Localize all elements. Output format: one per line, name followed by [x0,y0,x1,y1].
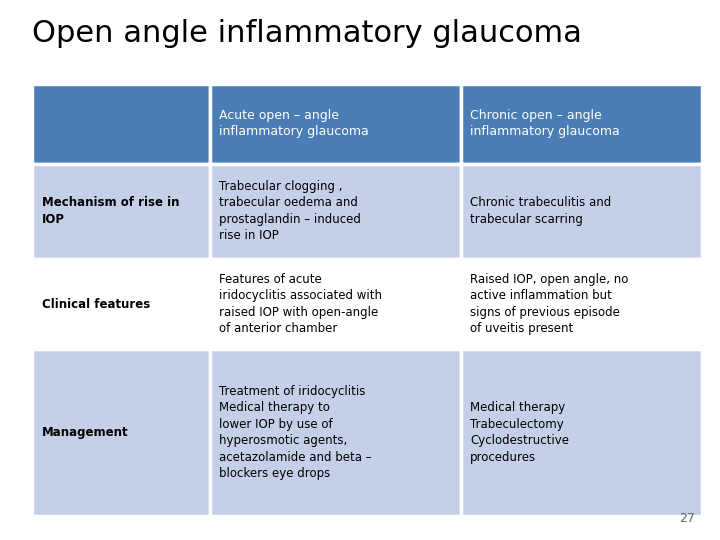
Bar [210,84,461,164]
Text: 27: 27 [679,512,695,525]
Text: Features of acute
iridocyclitis associated with
raised IOP with open-angle
of an: Features of acute iridocyclitis associat… [219,273,382,335]
Bar [461,259,702,349]
Bar [210,349,461,516]
Text: Chronic trabeculitis and
trabecular scarring: Chronic trabeculitis and trabecular scar… [470,197,611,226]
Text: Treatment of iridocyclitis
Medical therapy to
lower IOP by use of
hyperosmotic a: Treatment of iridocyclitis Medical thera… [219,385,372,480]
Text: Raised IOP, open angle, no
active inflammation but
signs of previous episode
of : Raised IOP, open angle, no active inflam… [470,273,629,335]
Text: Open angle inflammatory glaucoma: Open angle inflammatory glaucoma [32,19,582,48]
Text: Trabecular clogging ,
trabecular oedema and
prostaglandin – induced
rise in IOP: Trabecular clogging , trabecular oedema … [219,180,361,242]
Bar [210,259,461,349]
Bar [32,349,210,516]
Text: Clinical features: Clinical features [42,298,150,310]
Text: Mechanism of rise in
IOP: Mechanism of rise in IOP [42,197,179,226]
Bar [461,349,702,516]
Bar [32,84,210,164]
Bar [32,259,210,349]
Text: Chronic open – angle
inflammatory glaucoma: Chronic open – angle inflammatory glauco… [470,109,620,138]
Text: Medical therapy
Trabeculectomy
Cyclodestructive
procedures: Medical therapy Trabeculectomy Cyclodest… [470,401,570,464]
Text: Acute open – angle
inflammatory glaucoma: Acute open – angle inflammatory glaucoma [219,109,369,138]
Bar [461,84,702,164]
Bar [461,164,702,259]
Text: Management: Management [42,426,128,439]
Bar [210,164,461,259]
Bar [32,164,210,259]
